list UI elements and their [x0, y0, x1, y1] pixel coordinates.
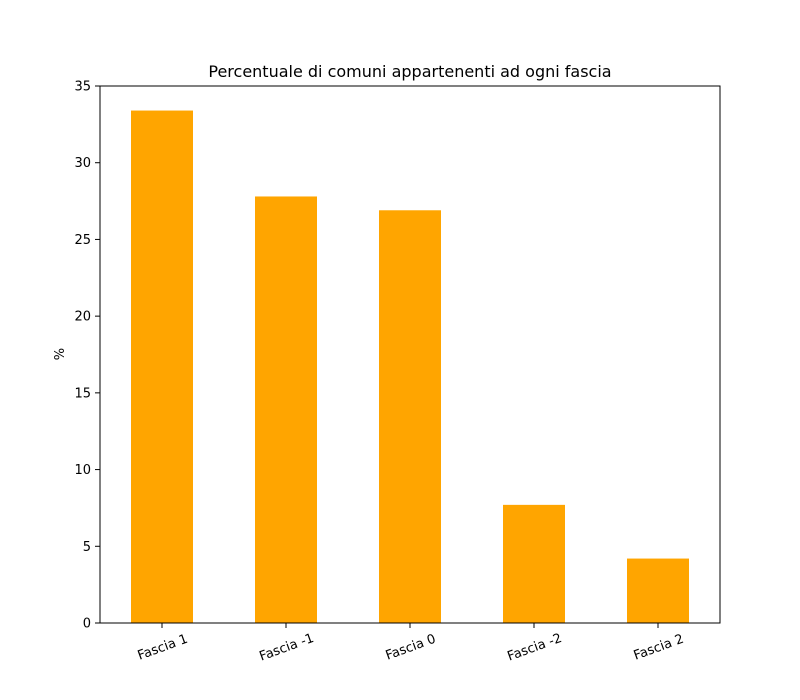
- chart-title: Percentuale di comuni appartenenti ad og…: [208, 62, 611, 81]
- x-tick-label: Fascia -2: [506, 631, 565, 665]
- bar-2: [379, 210, 441, 623]
- y-tick-label: 20: [74, 310, 91, 325]
- y-tick-label: 15: [74, 386, 91, 401]
- y-axis: 0 5 10 15 20 25 30 35: [74, 80, 100, 632]
- y-tick-label: 0: [83, 617, 91, 632]
- bar-4: [627, 558, 689, 623]
- y-tick-label: 10: [74, 463, 91, 478]
- y-tick-label: 25: [74, 233, 91, 248]
- bar-1: [255, 196, 317, 623]
- x-tick-label: Fascia -1: [258, 631, 317, 665]
- x-axis: Fascia 1 Fascia -1 Fascia 0 Fascia -2 Fascia…: [136, 623, 686, 664]
- y-tick-label: 5: [83, 540, 91, 555]
- bars-group: [131, 110, 689, 623]
- y-tick-label: 35: [74, 80, 91, 95]
- x-tick-label: Fascia 2: [632, 632, 686, 664]
- x-tick-label: Fascia 1: [136, 632, 190, 664]
- bar-3: [503, 504, 565, 623]
- y-tick-label: 30: [74, 156, 91, 171]
- plot-frame: [99, 85, 721, 624]
- x-tick-label: Fascia 0: [384, 632, 438, 664]
- y-axis-label: %: [53, 348, 68, 360]
- bar-0: [131, 110, 193, 623]
